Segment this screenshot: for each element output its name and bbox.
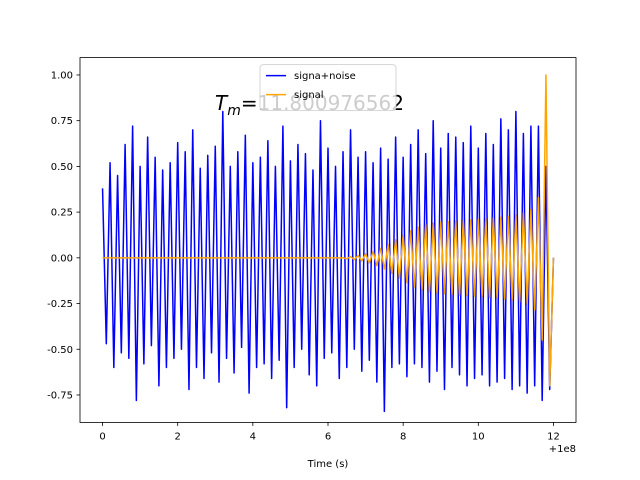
y-tick-label: 0.50 <box>51 162 73 173</box>
x-tick-label: 2 <box>175 431 181 442</box>
y-tick-label: 0.00 <box>51 253 73 264</box>
annotation-symbol: T <box>215 91 229 115</box>
legend-box <box>259 64 397 111</box>
y-tick-label: -0.50 <box>47 345 73 356</box>
x-tick-label: 12 <box>547 431 560 442</box>
legend-label: signal <box>294 90 324 101</box>
annotation-subscript: m <box>227 103 241 119</box>
y-tick-label: 0.25 <box>51 208 73 219</box>
x-tick-label: 8 <box>400 431 406 442</box>
x-tick-label: 10 <box>472 431 485 442</box>
x-tick-label: 4 <box>250 431 256 442</box>
legend-label: signa+noise <box>294 71 356 82</box>
y-tick-label: -0.25 <box>47 299 73 310</box>
y-tick-label: 0.75 <box>51 116 73 127</box>
data-line <box>101 110 555 413</box>
x-offset-label: +1e8 <box>549 444 576 455</box>
y-tick-label: 1.00 <box>51 70 73 81</box>
data-line <box>102 74 555 387</box>
x-tick-label: 6 <box>325 431 331 442</box>
x-axis-label: Time (s) <box>307 459 349 470</box>
y-tick-label: -0.75 <box>47 390 73 401</box>
x-tick-label: 0 <box>99 431 105 442</box>
